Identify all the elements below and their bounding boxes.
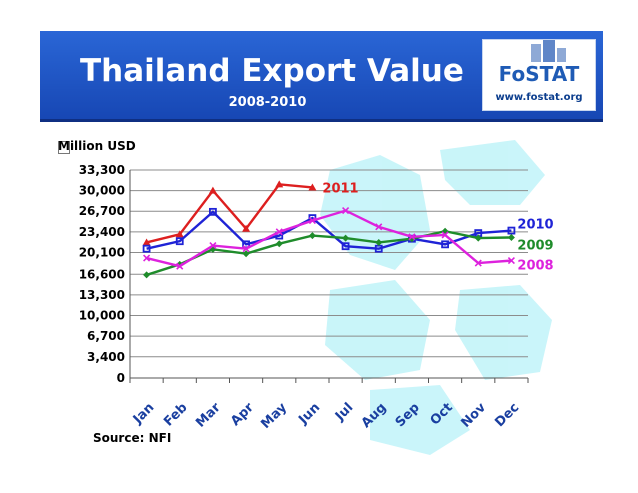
fostat-logo: FoSTAT www.fostat.org xyxy=(482,39,596,111)
y-tick-label: 30,000 xyxy=(79,184,125,198)
logo-url: www.fostat.org xyxy=(495,92,583,103)
data-point-2009 xyxy=(375,238,383,246)
x-tick-label: Jul xyxy=(332,400,356,424)
y-tick-label: 3,400 xyxy=(87,350,125,364)
data-point-2009 xyxy=(441,227,449,235)
data-point-2010 xyxy=(507,226,516,235)
data-point-2009 xyxy=(474,234,482,242)
data-point-2008 xyxy=(176,262,184,270)
y-tick-label: 13,300 xyxy=(79,288,125,302)
series-line-2008 xyxy=(146,209,512,268)
data-point-2008 xyxy=(408,233,416,241)
data-point-2011 xyxy=(208,186,217,194)
data-point-2009 xyxy=(342,234,350,242)
series-label-2009: 2009 xyxy=(517,238,553,253)
data-point-2011 xyxy=(242,224,251,232)
y-tick-label: 33,300 xyxy=(79,163,125,177)
data-point-2009 xyxy=(308,232,316,240)
series-line-2009 xyxy=(146,229,512,277)
chart-title: Thailand Export Value xyxy=(80,53,464,89)
x-tick-label: Jun xyxy=(295,400,323,428)
data-point-2011 xyxy=(275,180,284,188)
data-point-2010 xyxy=(242,240,250,249)
legend-box xyxy=(58,141,70,154)
x-tick-label: May xyxy=(258,400,290,432)
data-point-2011 xyxy=(142,238,151,246)
source-note: Source: NFI xyxy=(93,431,172,445)
y-tick-label: 6,700 xyxy=(87,329,125,343)
x-tick-label: Mar xyxy=(193,400,224,431)
data-point-2009 xyxy=(507,233,515,241)
logo-text: FoSTAT xyxy=(498,62,580,86)
data-point-2008 xyxy=(474,259,482,267)
y-axis-unit-label: Million USD xyxy=(58,139,136,153)
data-point-2010 xyxy=(142,244,151,253)
data-point-2010 xyxy=(175,237,184,246)
series-label-2008: 2008 xyxy=(517,259,553,274)
title-banner: Thailand Export Value 2008-2010 FoSTAT w… xyxy=(40,31,603,122)
series-label-2011: 2011 xyxy=(322,181,358,196)
y-tick-label: 10,000 xyxy=(79,309,125,323)
data-point-2010 xyxy=(209,207,217,216)
skyline-icon xyxy=(531,40,566,62)
data-point-2008 xyxy=(441,231,449,239)
watermark-shape xyxy=(320,140,552,455)
y-tick-label: 26,700 xyxy=(79,204,125,218)
series-line-2011 xyxy=(146,183,313,244)
y-tick-label: 23,400 xyxy=(79,225,125,239)
data-point-2011 xyxy=(175,230,184,238)
data-point-2009 xyxy=(143,271,151,279)
data-point-2010 xyxy=(441,240,449,249)
y-tick-label: 16,600 xyxy=(79,267,125,281)
data-point-2008 xyxy=(275,228,283,236)
data-point-2008 xyxy=(242,245,250,253)
data-point-2008 xyxy=(143,254,151,262)
series-line-2010 xyxy=(146,210,512,250)
y-tick-label: 20,100 xyxy=(79,245,125,259)
x-tick-label: Dec xyxy=(492,400,522,430)
data-point-2008 xyxy=(342,207,350,215)
x-tick-label: Feb xyxy=(161,400,190,429)
data-point-2008 xyxy=(209,242,217,250)
data-point-2008 xyxy=(375,223,383,231)
x-tick-label: Jan xyxy=(130,400,157,427)
data-point-2010 xyxy=(341,242,350,251)
data-point-2008 xyxy=(308,217,316,225)
data-point-2011 xyxy=(308,183,317,191)
data-point-2008 xyxy=(507,257,515,265)
y-tick-label: 0 xyxy=(117,371,125,385)
chart-subtitle: 2008-2010 xyxy=(228,95,307,110)
x-tick-label: Apr xyxy=(228,400,257,429)
data-point-2009 xyxy=(275,240,283,248)
data-point-2009 xyxy=(242,250,250,258)
series-label-2010: 2010 xyxy=(517,218,553,233)
x-tick-label: Nov xyxy=(458,400,489,431)
